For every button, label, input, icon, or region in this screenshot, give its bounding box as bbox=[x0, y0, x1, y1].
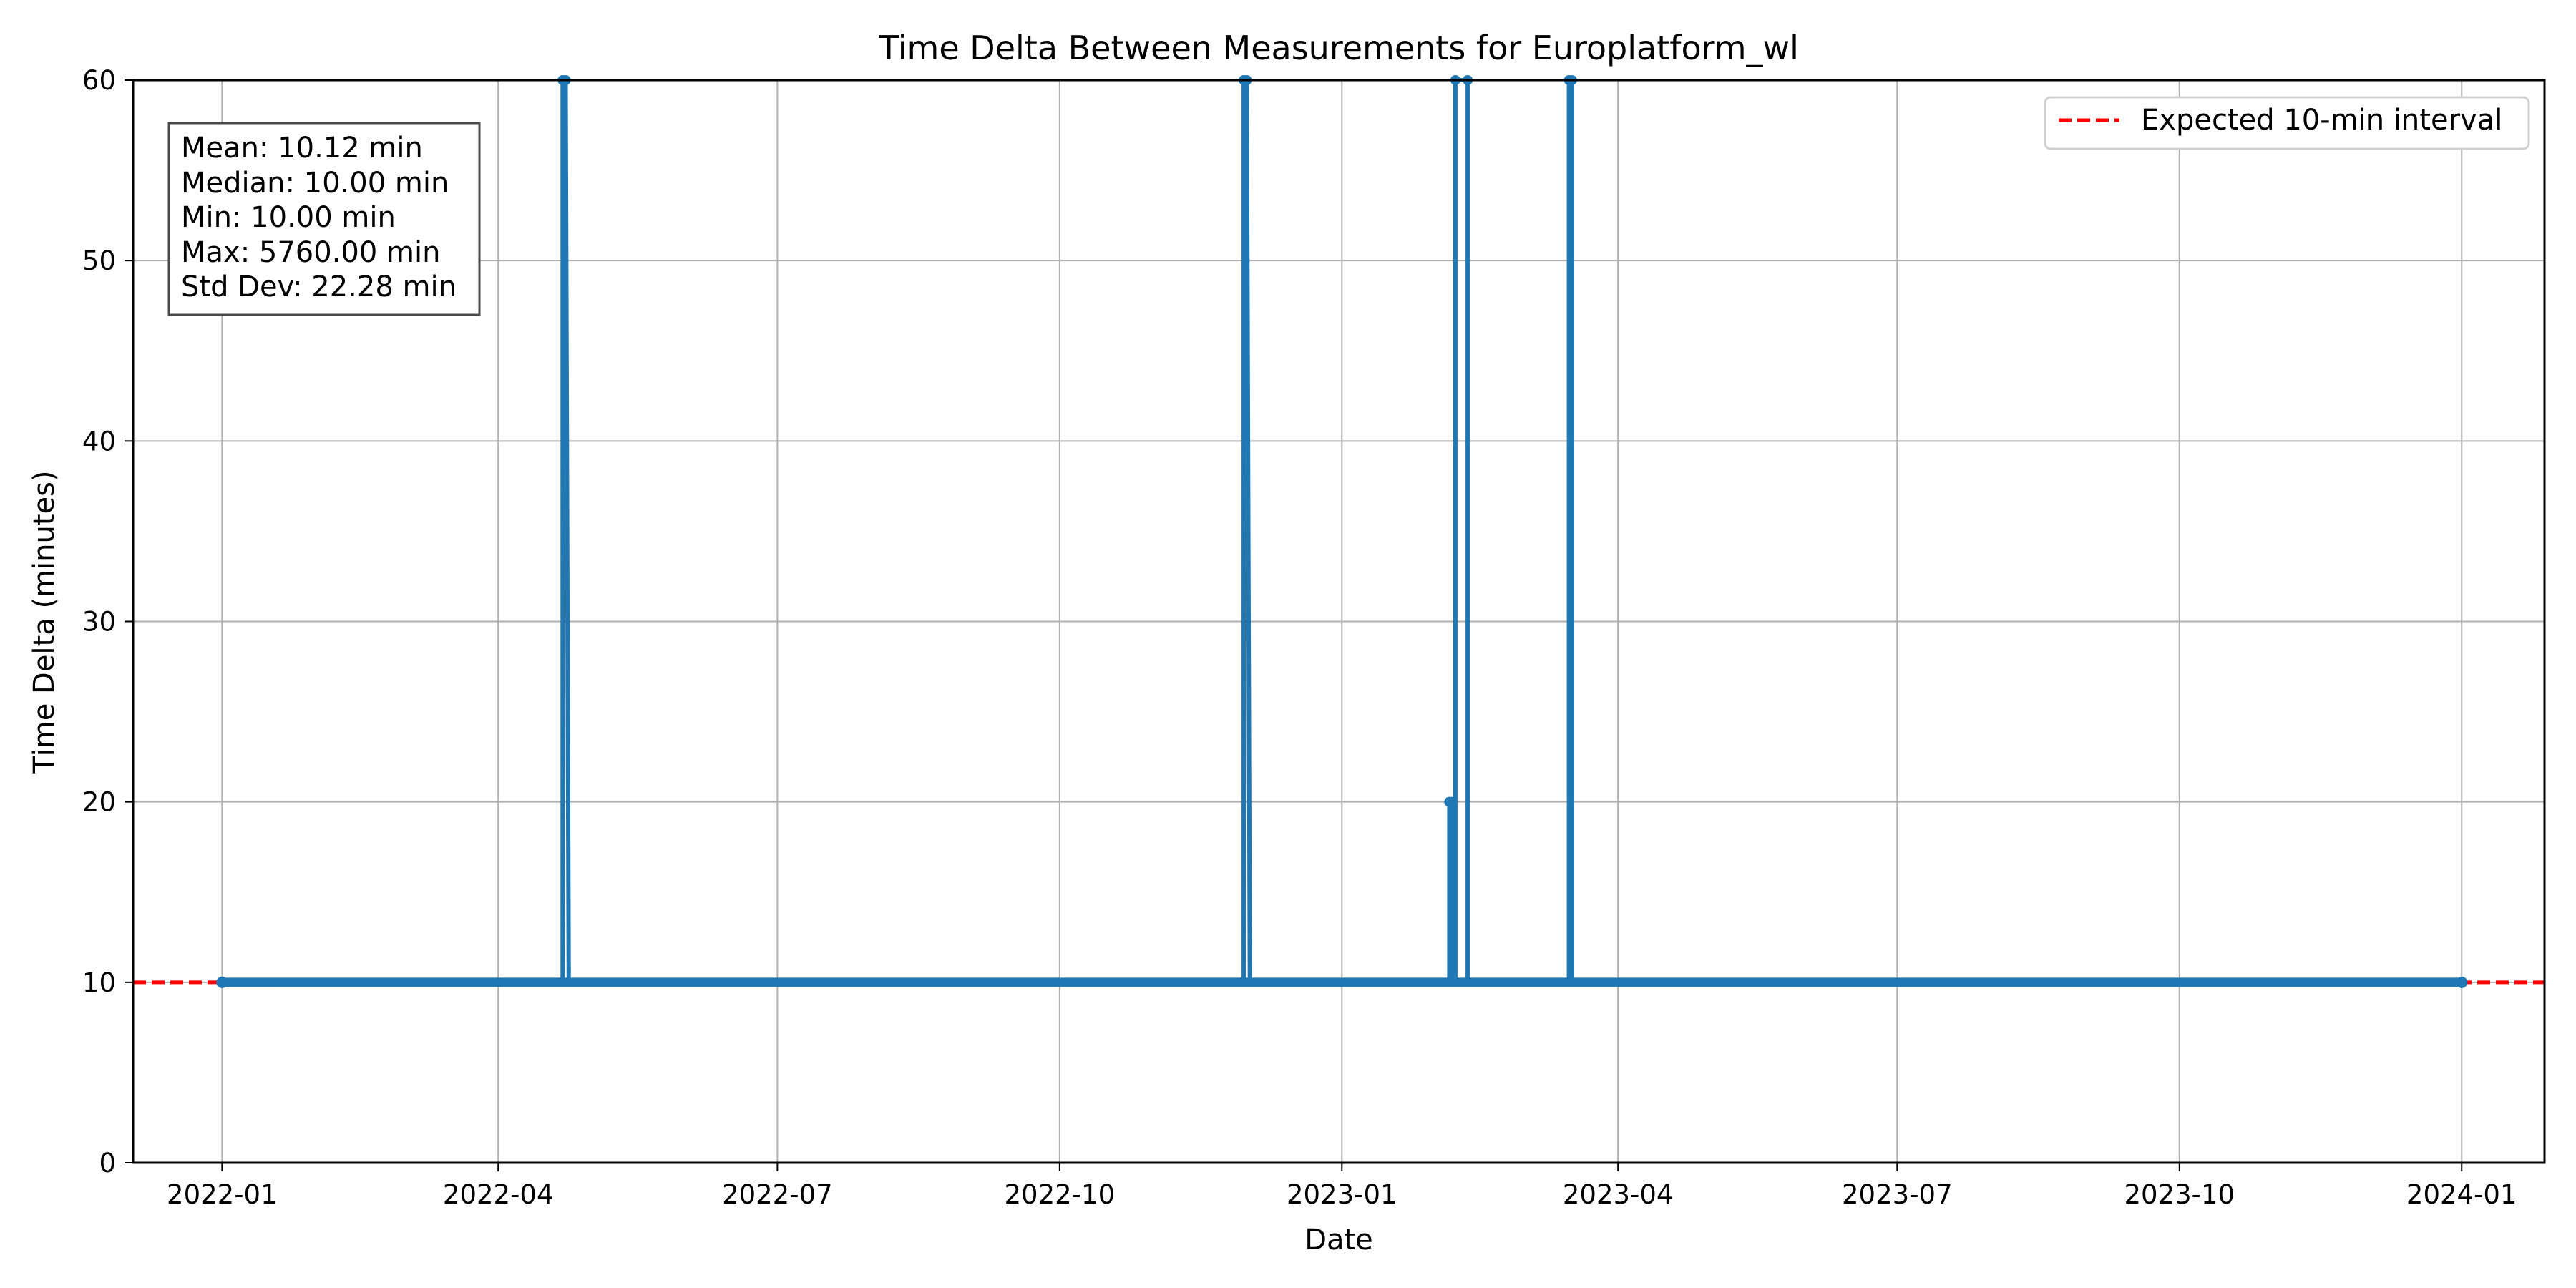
x-tick-label: 2022-10 bbox=[1005, 1179, 1116, 1210]
x-tick-label: 2023-04 bbox=[1563, 1179, 1674, 1210]
y-axis-label: Time Delta (minutes) bbox=[28, 470, 61, 774]
stats-box: Mean: 10.12 min Median: 10.00 min Min: 1… bbox=[167, 122, 481, 316]
y-tick-label: 50 bbox=[82, 245, 116, 276]
y-tick-label: 60 bbox=[82, 65, 116, 96]
x-tick-label: 2023-01 bbox=[1287, 1179, 1397, 1210]
stats-std-dev: Std Dev: 22.28 min bbox=[181, 270, 457, 303]
stats-mean: Mean: 10.12 min bbox=[181, 132, 423, 165]
stats-max: Max: 5760.00 min bbox=[181, 236, 440, 269]
series-point bbox=[2456, 976, 2468, 988]
chart-title: Time Delta Between Measurements for Euro… bbox=[878, 29, 1799, 67]
x-tick-label: 2023-07 bbox=[1842, 1179, 1953, 1210]
x-axis-ticks: 2022-01 2022-04 2022-07 2022-10 2023-01 2023-… bbox=[167, 1163, 2517, 1210]
legend-frame bbox=[2044, 96, 2530, 150]
series-point bbox=[216, 976, 228, 988]
x-tick-label: 2022-01 bbox=[167, 1179, 278, 1210]
x-tick-label: 2022-07 bbox=[722, 1179, 833, 1210]
y-tick-label: 0 bbox=[99, 1148, 116, 1179]
y-tick-label: 40 bbox=[82, 426, 116, 457]
x-axis-label: Date bbox=[1304, 1224, 1373, 1257]
stats-min: Min: 10.00 min bbox=[181, 201, 396, 234]
y-tick-label: 30 bbox=[82, 607, 116, 638]
series-group bbox=[216, 75, 2468, 988]
x-tick-label: 2022-04 bbox=[443, 1179, 554, 1210]
y-tick-label: 10 bbox=[82, 967, 116, 998]
y-axis-ticks: 0 10 20 30 40 50 60 bbox=[82, 65, 133, 1179]
x-tick-label: 2023-10 bbox=[2124, 1179, 2235, 1210]
legend-label-reference-line: Expected 10-min interval bbox=[2141, 104, 2502, 137]
x-tick-label: 2024-01 bbox=[2406, 1179, 2517, 1210]
stats-box-frame bbox=[167, 122, 481, 316]
legend: Expected 10-min interval bbox=[2044, 96, 2530, 150]
stats-median: Median: 10.00 min bbox=[181, 167, 449, 200]
series-point bbox=[1447, 796, 1458, 807]
y-tick-label: 20 bbox=[82, 787, 116, 818]
